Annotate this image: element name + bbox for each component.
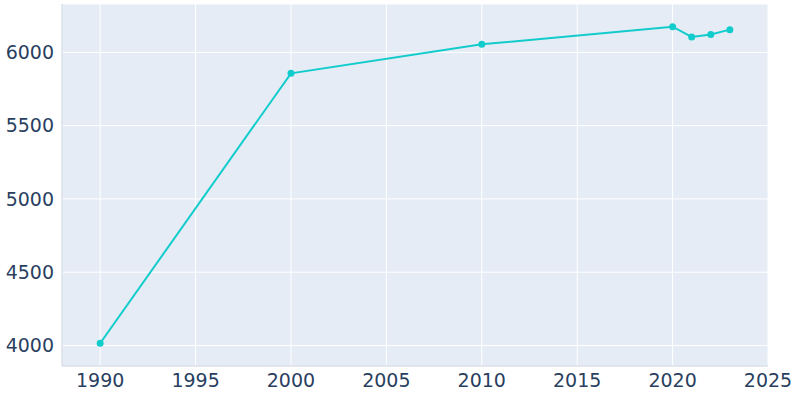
svg-text:2010: 2010 xyxy=(458,369,506,391)
svg-text:2000: 2000 xyxy=(267,369,315,391)
svg-text:2015: 2015 xyxy=(553,369,601,391)
svg-text:5000: 5000 xyxy=(8,188,54,210)
svg-text:2005: 2005 xyxy=(362,369,410,391)
svg-text:4000: 4000 xyxy=(8,334,54,356)
svg-text:2020: 2020 xyxy=(648,369,696,391)
svg-text:6000: 6000 xyxy=(8,41,54,63)
svg-text:5500: 5500 xyxy=(8,114,54,136)
svg-text:4500: 4500 xyxy=(8,261,54,283)
svg-text:1990: 1990 xyxy=(76,369,124,391)
svg-text:1995: 1995 xyxy=(171,369,219,391)
svg-text:2025: 2025 xyxy=(744,369,792,391)
